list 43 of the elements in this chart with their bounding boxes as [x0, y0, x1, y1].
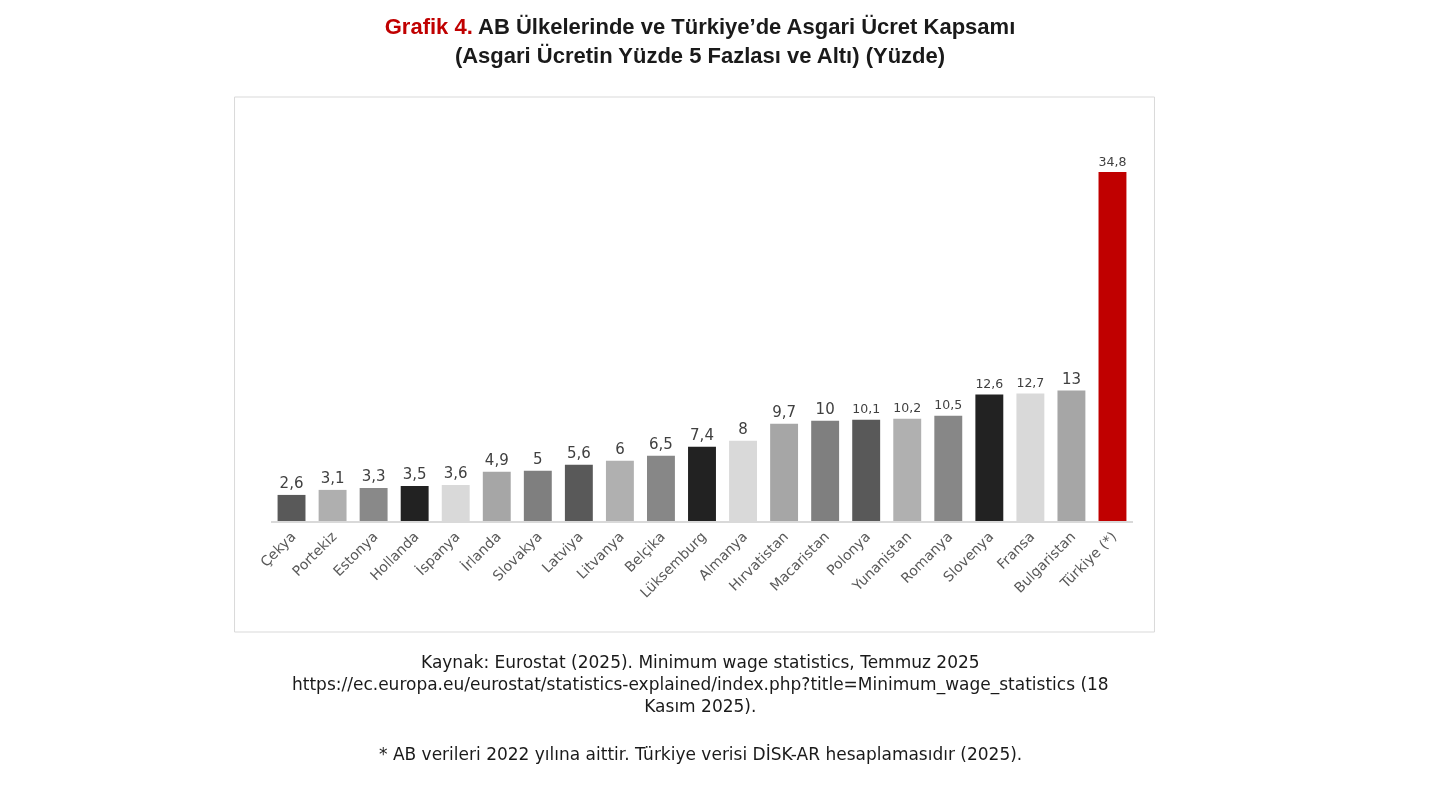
- data-label: 3,3: [361, 466, 386, 485]
- data-label: 5: [533, 449, 543, 468]
- bar: [811, 420, 840, 521]
- chart-subtitle: (Asgari Ücretin Yüzde 5 Fazlası ve Altı) (Yüzde): [454, 42, 946, 68]
- bar: [605, 460, 634, 521]
- bar: [482, 471, 511, 521]
- bar: [893, 418, 922, 521]
- data-label: 10,5: [934, 397, 963, 413]
- data-label: 8: [738, 419, 748, 438]
- data-label: 4,9: [484, 450, 509, 469]
- data-label: 3,6: [443, 463, 468, 482]
- data-label: 12,7: [1016, 375, 1045, 391]
- chart-title: Grafik 4. AB Ülkelerinde ve Türkiye’de Asgari Ücret Kapsamı: [384, 14, 1016, 39]
- data-label: 7,4: [690, 425, 714, 444]
- bar: [647, 455, 675, 521]
- data-label: 5,6: [566, 443, 591, 462]
- bar: [318, 489, 347, 521]
- data-label: 6,5: [649, 434, 673, 453]
- data-label: 12,6: [975, 376, 1004, 392]
- bar: [934, 415, 963, 521]
- text: Kaynak: Eurostat (2025). Minimum wage statistics, Temmuz 2025 https://ec.europa.eu/eurostat/statistics-explained/index.php?title=Minimum_wage_statistics (18 Kasım 2025).: [292, 652, 1109, 717]
- bar: [359, 487, 388, 521]
- text: * AB verileri 2022 yılına aittir. Türkiye verisi DİSK-AR hesaplamasıdır (2025).: [379, 744, 1023, 764]
- bar: [1057, 390, 1086, 521]
- data-label: 2,6: [279, 473, 304, 492]
- bar: [975, 394, 1004, 521]
- data-label: 10,2: [893, 400, 922, 416]
- bar: [564, 464, 593, 521]
- data-label: 6: [615, 439, 625, 458]
- data-label: 3,1: [320, 468, 345, 487]
- data-label: 34,8: [1098, 153, 1127, 169]
- bar: [770, 423, 799, 521]
- bar: [1098, 171, 1127, 521]
- bar: [852, 419, 881, 521]
- bar: [277, 494, 306, 521]
- bar: [688, 446, 716, 521]
- bar: [523, 470, 552, 521]
- bar: [400, 485, 429, 521]
- data-label: 3,5: [402, 464, 427, 483]
- data-label: 13: [1061, 369, 1081, 388]
- data-label: 10: [815, 399, 835, 418]
- data-label: 9,7: [772, 402, 797, 421]
- data-label: 10,1: [852, 401, 881, 417]
